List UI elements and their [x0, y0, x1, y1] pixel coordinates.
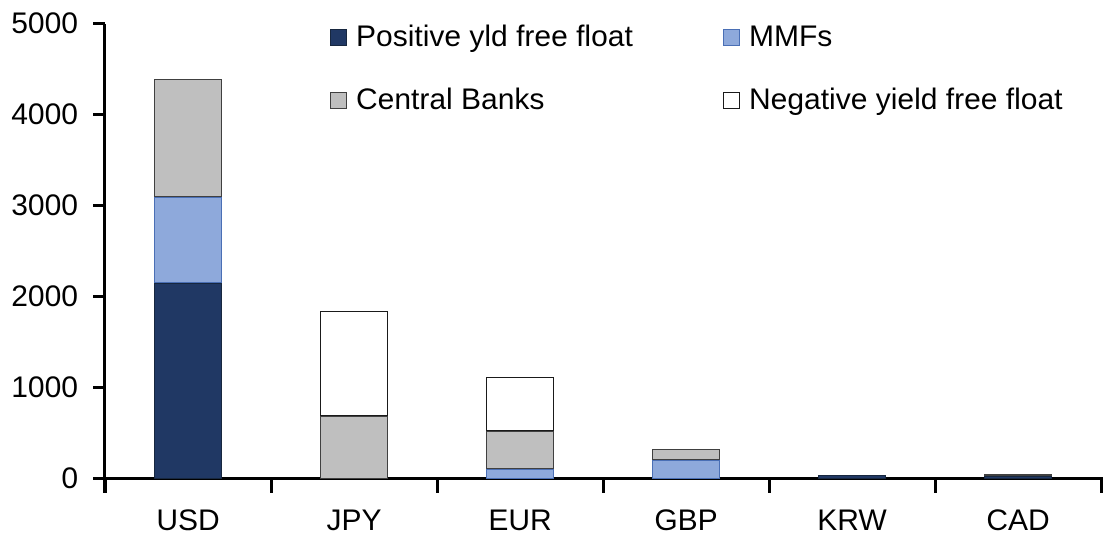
x-category-label-krw: KRW — [817, 504, 887, 537]
legend-label-mmfs: MMFs — [749, 20, 833, 53]
y-tick-label: 3000 — [11, 189, 78, 222]
y-tick — [93, 295, 105, 298]
bar-cad-positive-yld-free-float — [984, 476, 1052, 479]
y-tick-label: 4000 — [11, 98, 78, 131]
legend-swatch-positive-yld-free-float — [330, 28, 347, 46]
bar-gbp-mmfs — [652, 459, 720, 479]
x-tick — [767, 480, 771, 493]
y-tick-label: 0 — [61, 462, 78, 495]
x-tick — [435, 480, 439, 493]
y-tick — [93, 386, 105, 389]
y-tick-label: 1000 — [11, 371, 78, 404]
x-tick — [269, 480, 273, 493]
x-tick — [1099, 480, 1103, 493]
y-tick — [93, 477, 105, 480]
x-tick — [103, 480, 107, 493]
legend-swatch-negative-yield-free-float — [723, 91, 740, 109]
y-tick — [93, 113, 105, 116]
y-tick — [93, 22, 105, 25]
x-tick — [933, 480, 937, 493]
legend-item-central-banks: Central Banks — [330, 82, 544, 118]
y-tick-label: 2000 — [11, 280, 78, 313]
legend-item-mmfs: MMFs — [723, 19, 832, 55]
legend-label-central-banks: Central Banks — [356, 83, 545, 116]
bar-eur-central-banks — [486, 430, 554, 469]
legend-label-positive-yld-free-float: Positive yld free float — [356, 20, 633, 53]
x-axis-line — [103, 477, 1103, 480]
legend-swatch-mmfs — [723, 28, 740, 46]
x-category-label-gbp: GBP — [654, 504, 718, 537]
bar-usd-positive-yld-free-float — [154, 283, 222, 479]
legend-item-negative-yield-free-float: Negative yield free float — [723, 82, 1063, 118]
x-tick — [601, 480, 605, 493]
bar-eur-mmfs — [486, 468, 554, 479]
bar-jpy-central-banks — [320, 416, 388, 479]
x-category-label-eur: EUR — [488, 504, 552, 537]
bar-eur-negative-yield-free-float — [486, 377, 554, 431]
bar-jpy-negative-yield-free-float — [320, 310, 388, 417]
legend-label-negative-yield-free-float: Negative yield free float — [749, 83, 1063, 116]
y-tick-label: 5000 — [11, 7, 78, 40]
x-category-label-cad: CAD — [986, 504, 1050, 537]
bar-usd-mmfs — [154, 196, 222, 284]
y-axis-line — [103, 24, 106, 493]
bar-cad-central-banks — [984, 473, 1052, 477]
legend-item-positive-yld-free-float: Positive yld free float — [330, 19, 633, 55]
x-category-label-jpy: JPY — [326, 504, 382, 537]
legend-swatch-central-banks — [330, 91, 347, 109]
y-tick — [93, 204, 105, 207]
x-category-label-usd: USD — [156, 504, 220, 537]
bar-gbp-central-banks — [652, 448, 720, 460]
bar-krw-positive-yld-free-float — [818, 475, 886, 479]
bar-usd-central-banks — [154, 78, 222, 197]
